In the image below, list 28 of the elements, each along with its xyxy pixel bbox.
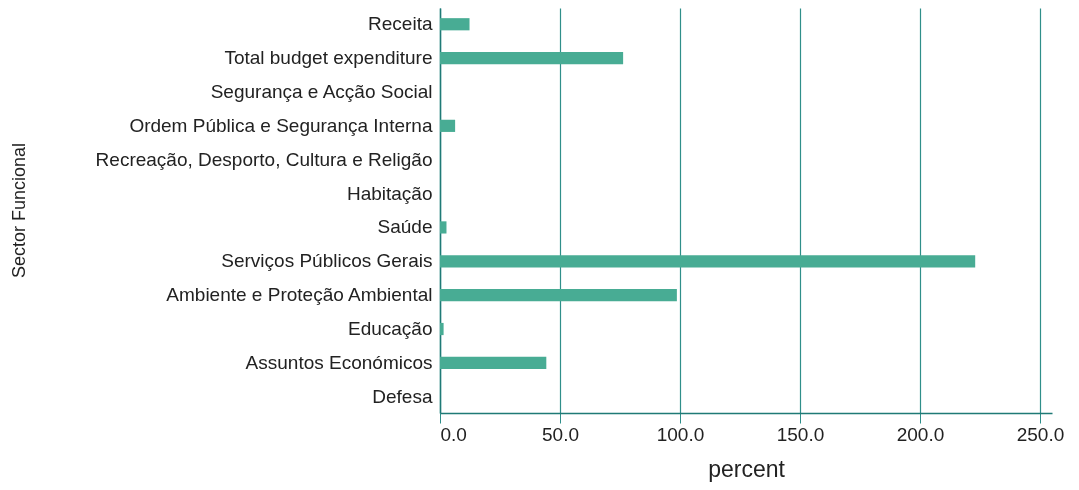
- y-tick-label: Ambiente e Proteção Ambiental: [166, 284, 433, 306]
- bar: [440, 289, 677, 302]
- x-tick-label: 0.0: [440, 423, 467, 445]
- bar: [440, 322, 444, 336]
- y-tick-label: Recreação, Desporto, Cultura e Religão: [95, 148, 433, 170]
- y-tick-label: Educação: [347, 318, 433, 340]
- y-tick-label: Receita: [368, 13, 433, 35]
- y-tick-label: Serviços Públicos Gerais: [221, 250, 433, 272]
- y-tick-label: Ordem Pública e Segurança Interna: [129, 114, 433, 136]
- y-tick-label: Segurança e Acção Social: [210, 80, 433, 102]
- bar: [440, 52, 624, 65]
- x-tick-label: 50.0: [542, 423, 579, 445]
- x-tick-label: 200.0: [896, 423, 945, 445]
- bar: [440, 119, 456, 132]
- bar: [440, 221, 447, 234]
- bar: [440, 356, 547, 369]
- bar: [440, 255, 976, 268]
- y-tick-label: Assuntos Económicos: [245, 351, 433, 373]
- bar: [440, 18, 470, 31]
- y-tick-label: Saúde: [377, 216, 433, 238]
- y-tick-label: Defesa: [372, 385, 433, 407]
- x-tick-label: 250.0: [1016, 423, 1065, 445]
- x-axis-title: percent: [708, 455, 786, 482]
- x-tick-label: 100.0: [656, 423, 705, 445]
- y-tick-label: Habitação: [346, 182, 433, 204]
- y-tick-label: Total budget expenditure: [224, 47, 433, 69]
- x-tick-label: 150.0: [776, 423, 825, 445]
- y-axis-title: Sector Funcional: [8, 142, 29, 279]
